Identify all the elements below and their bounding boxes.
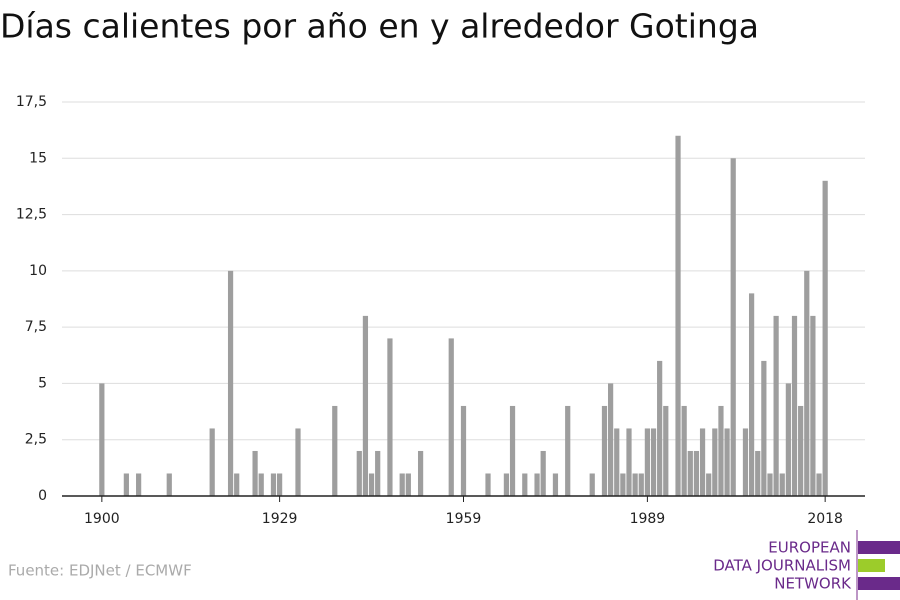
bar (681, 405, 687, 496)
bar (522, 473, 528, 496)
bar (166, 473, 172, 496)
bar (356, 450, 362, 496)
y-tick-label: 2,5 (25, 432, 47, 448)
y-tick-label: 5 (38, 375, 47, 391)
bar (699, 428, 706, 496)
bar (608, 383, 614, 496)
bar (638, 473, 644, 496)
logo-bar (858, 577, 900, 590)
bar (375, 450, 381, 496)
logo-bar (858, 559, 885, 572)
bar (798, 405, 804, 496)
logo-text: DATA JOURNALISM (713, 557, 851, 575)
bar (687, 450, 693, 496)
bar (724, 428, 730, 496)
y-tick-label: 7,5 (25, 319, 47, 335)
bar (362, 315, 369, 496)
bar (534, 473, 540, 496)
bar (644, 428, 650, 496)
bar (252, 450, 258, 496)
y-tick-label: 10 (29, 263, 47, 279)
bar (234, 473, 240, 496)
bar (626, 428, 632, 496)
logo-text: NETWORK (774, 575, 852, 593)
bar (368, 473, 375, 496)
bar (785, 383, 791, 496)
bar (810, 315, 816, 496)
bar (460, 405, 467, 496)
bar (552, 473, 559, 496)
bar (209, 428, 215, 496)
chart-title: Días calientes por año en y alrededor Go… (0, 7, 759, 46)
bar (632, 473, 638, 496)
bar (417, 450, 424, 496)
bar (332, 405, 338, 496)
bar (804, 270, 810, 496)
bar (712, 428, 718, 496)
y-tick-label: 17,5 (16, 94, 47, 110)
bar (136, 473, 142, 496)
bar (448, 338, 454, 496)
x-tick-label: 1959 (446, 511, 482, 527)
bar (405, 473, 411, 496)
bar (399, 473, 405, 496)
y-tick-label: 0 (38, 488, 47, 504)
bar (767, 473, 773, 496)
bar (620, 473, 626, 496)
bar (706, 473, 712, 496)
bar (773, 315, 779, 496)
bar (663, 405, 669, 496)
bar (258, 473, 264, 496)
bar (730, 158, 736, 497)
bar (816, 473, 822, 496)
bar (540, 450, 546, 496)
source: Fuente: EDJNet / ECMWF (8, 562, 192, 580)
bar (503, 473, 510, 496)
bar (657, 360, 663, 496)
bar (761, 360, 767, 496)
bar (650, 428, 657, 496)
bar (277, 473, 283, 496)
y-tick-label: 12,5 (16, 207, 47, 223)
x-tick-label: 1929 (262, 511, 298, 527)
bar (748, 293, 755, 496)
bar (227, 270, 234, 496)
bar (601, 405, 608, 496)
bar (509, 405, 516, 496)
bar (565, 405, 571, 496)
bar (614, 428, 620, 496)
y-tick-label: 15 (29, 150, 47, 166)
bar (270, 473, 277, 496)
bar (742, 428, 749, 496)
bar (123, 473, 129, 496)
logo-bar (858, 541, 900, 554)
bar (387, 338, 393, 496)
bar (675, 135, 681, 496)
x-tick-label: 2018 (807, 511, 843, 527)
x-tick-label: 1900 (84, 511, 120, 527)
bar (485, 473, 491, 496)
bar (822, 180, 828, 497)
bar (295, 428, 301, 496)
bar (755, 450, 761, 496)
bar (589, 473, 595, 496)
bar (99, 383, 105, 496)
bar (718, 405, 724, 496)
bar (791, 315, 798, 496)
x-tick-label: 1989 (630, 511, 666, 527)
bar (779, 473, 785, 496)
logo-text: EUROPEAN (768, 539, 851, 557)
bar (693, 450, 700, 496)
